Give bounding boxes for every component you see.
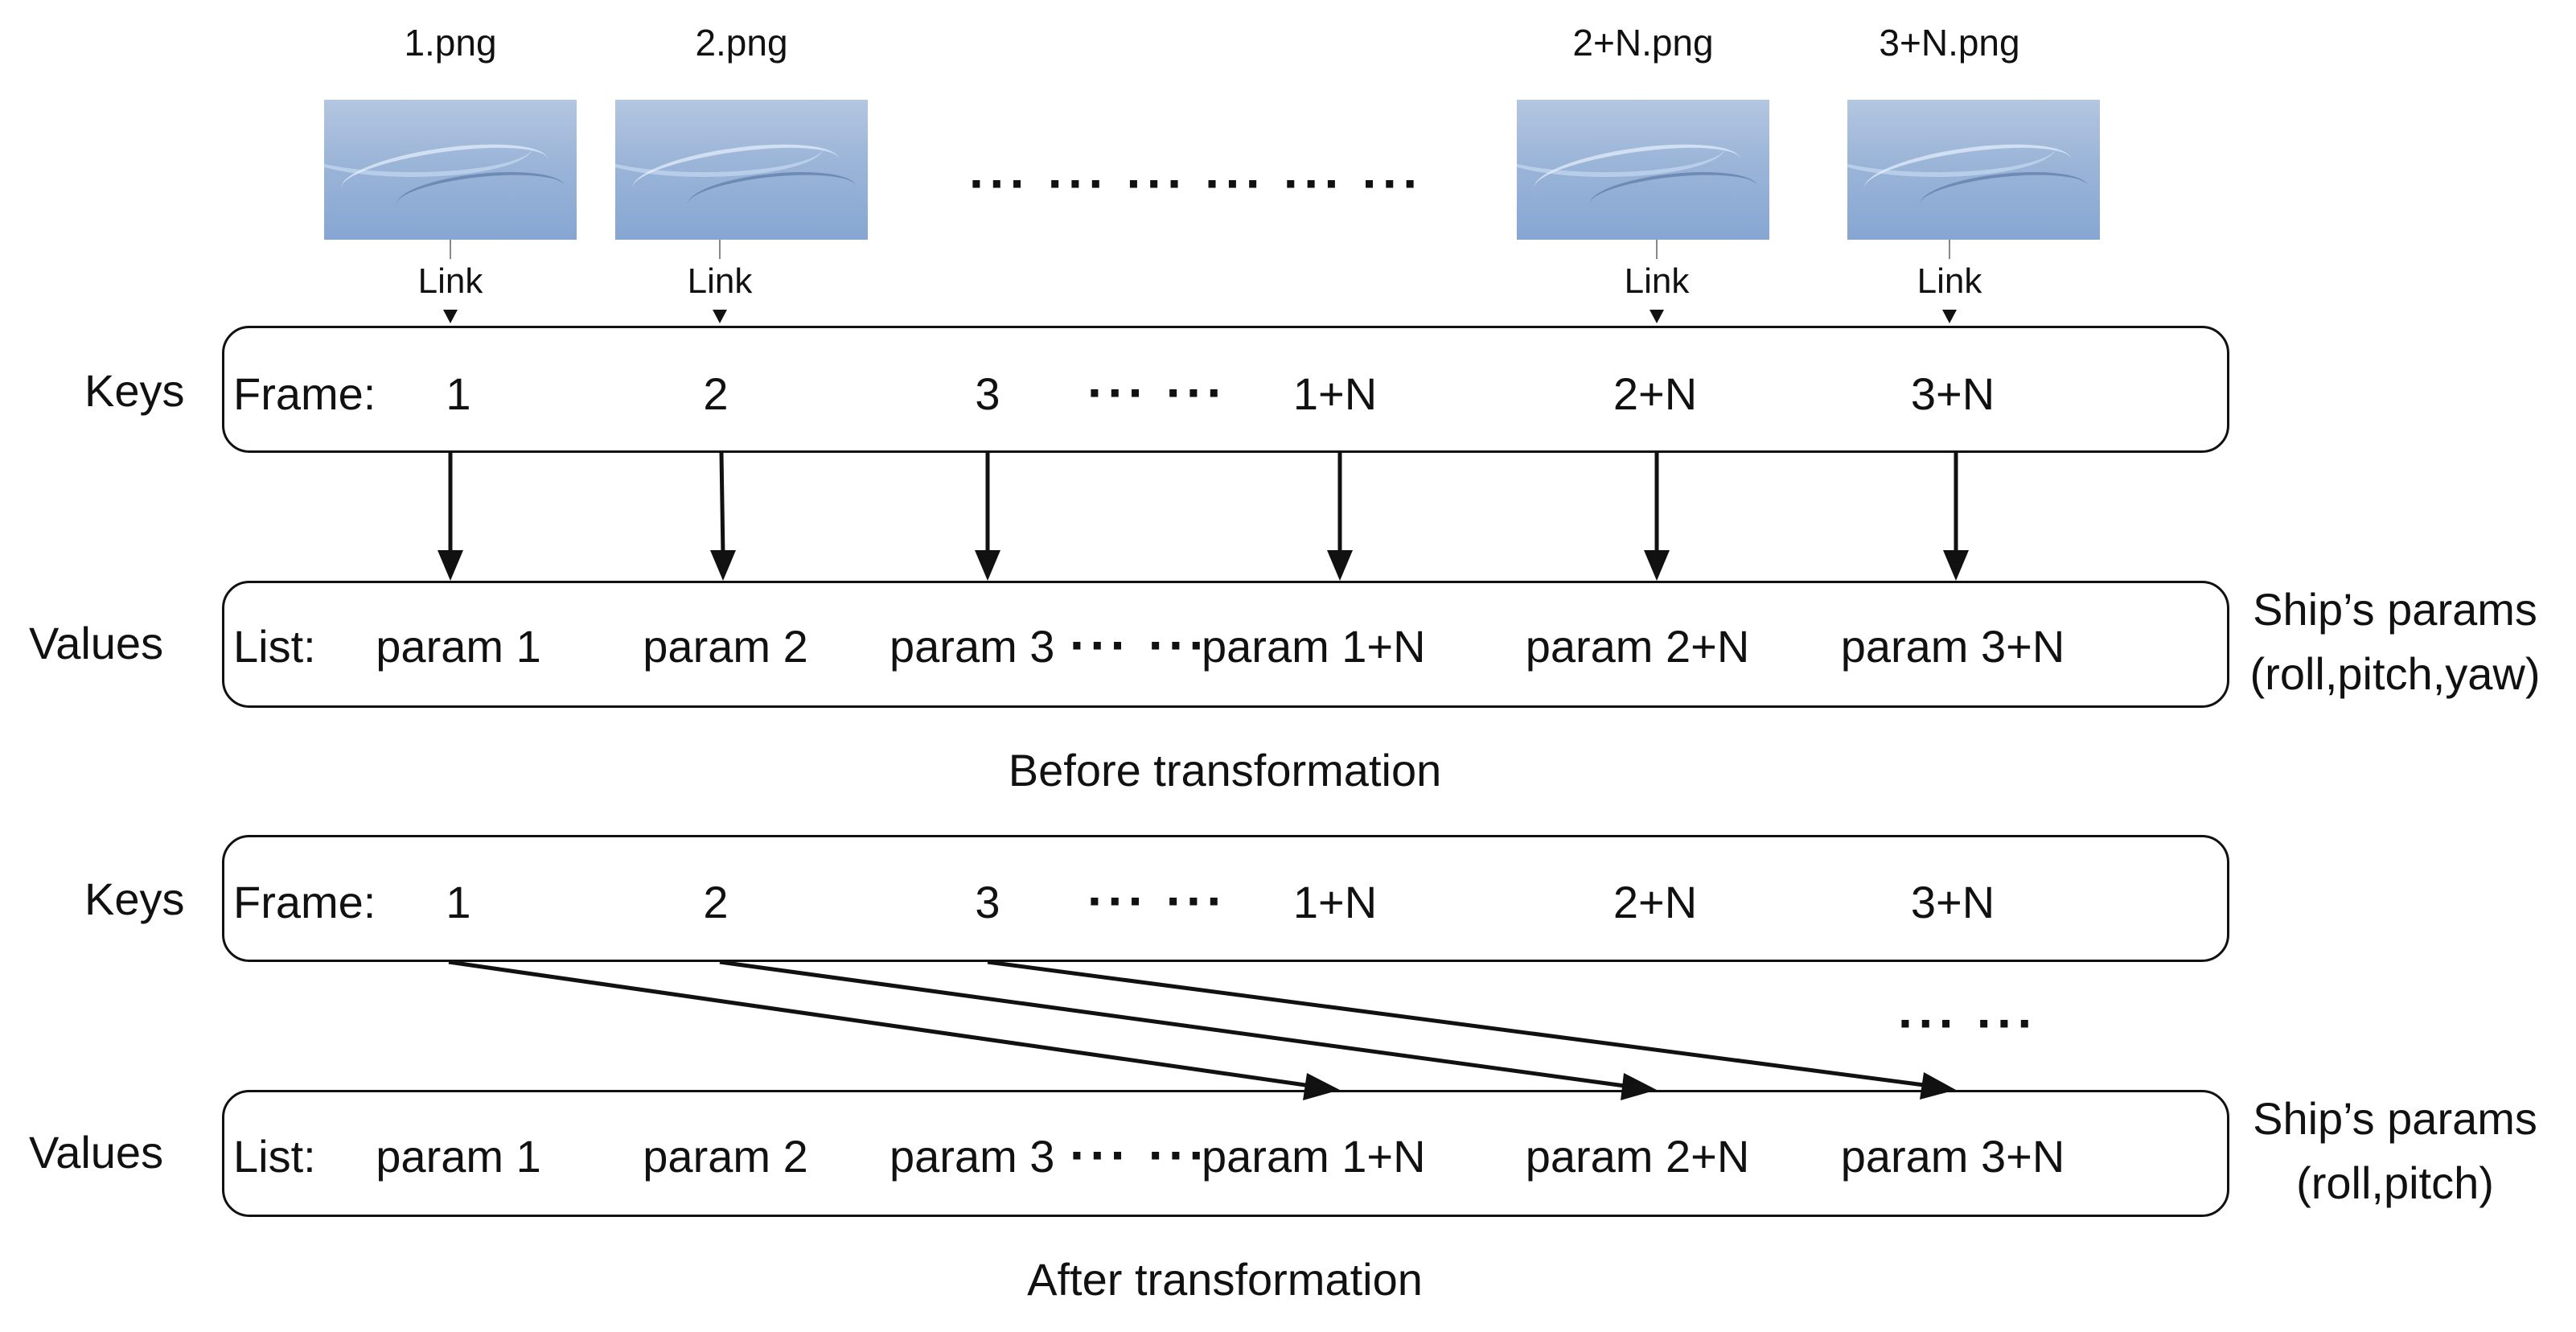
after-frame-ellipsis: ··· ··· <box>1087 872 1227 930</box>
before-keys-box <box>222 326 2229 453</box>
before-param-2: param 2 <box>643 621 808 672</box>
before-frame-1: 1 <box>446 368 471 419</box>
after-param-1n: param 1+N <box>1202 1131 1426 1182</box>
image-filename-2: 2.png <box>695 22 788 64</box>
thumbnail-link-lines <box>450 240 1950 259</box>
after-param-2: param 2 <box>643 1131 808 1182</box>
after-frame-3: 3 <box>975 877 1000 927</box>
link-arrowheads <box>443 310 1957 323</box>
before-ships-params-title: Ship’s params <box>2253 584 2537 635</box>
after-frame-prefix: Frame: <box>233 877 376 927</box>
sea-image-thumbnail-2n <box>1517 100 1769 240</box>
before-frame-3: 3 <box>975 368 1000 419</box>
sea-image-thumbnail-2 <box>615 100 868 240</box>
before-arrowhead-2n <box>1644 550 1670 581</box>
before-param-ellipsis: ··· ··· <box>1070 616 1210 674</box>
after-param-2n: param 2+N <box>1525 1131 1750 1182</box>
after-arrow-2-to-2n <box>719 960 1625 1088</box>
after-arrow-ellipsis: ··· ··· <box>1898 994 2038 1052</box>
after-caption: After transformation <box>1027 1254 1423 1305</box>
before-param-1n: param 1+N <box>1202 621 1426 672</box>
link-label-2: Link <box>687 261 753 301</box>
before-arrowhead-1 <box>438 550 463 581</box>
link-arrowhead-2 <box>713 310 727 323</box>
before-mapping-arrows <box>448 452 1958 556</box>
link-arrowhead-1 <box>443 310 458 323</box>
before-arrow-2 <box>719 452 725 556</box>
before-values-box <box>222 581 2229 708</box>
link-label-3n: Link <box>1917 261 1982 301</box>
after-keys-label: Keys <box>84 874 185 924</box>
after-values-label: Values <box>29 1127 164 1178</box>
before-keys-label: Keys <box>84 365 185 416</box>
before-arrowhead-3 <box>975 550 1000 581</box>
after-arrow-3-to-3n <box>987 960 1931 1088</box>
link-label-2n: Link <box>1624 261 1690 301</box>
after-param-3n: param 3+N <box>1840 1131 2065 1182</box>
image-filename-3n: 3+N.png <box>1879 22 2020 64</box>
after-frame-1n: 1+N <box>1292 877 1378 927</box>
before-ships-params-fields: (roll,pitch,yaw) <box>2249 648 2541 699</box>
after-arrow-1-to-1n <box>448 960 1312 1088</box>
before-values-label: Values <box>29 618 164 668</box>
before-arrowhead-3n <box>1943 550 1969 581</box>
image-ellipsis: ··· ··· ··· ··· ··· ··· <box>969 154 1424 212</box>
link-label-1: Link <box>417 261 483 301</box>
after-ships-params-fields: (roll,pitch) <box>2296 1157 2494 1208</box>
before-param-3n: param 3+N <box>1840 621 2065 672</box>
before-param-3: param 3 <box>889 621 1055 672</box>
after-frame-3n: 3+N <box>1910 877 1995 927</box>
before-frame-2: 2 <box>703 368 729 419</box>
before-param-1: param 1 <box>376 621 541 672</box>
link-arrowhead-2n <box>1650 310 1664 323</box>
before-arrowhead-1n <box>1327 550 1353 581</box>
after-param-3: param 3 <box>889 1131 1055 1182</box>
before-list-prefix: List: <box>233 621 316 672</box>
after-values-box <box>222 1090 2229 1217</box>
link-arrowhead-3n <box>1942 310 1957 323</box>
before-param-2n: param 2+N <box>1525 621 1750 672</box>
before-frame-1n: 1+N <box>1292 368 1378 419</box>
after-ships-params-title: Ship’s params <box>2253 1093 2537 1144</box>
before-mapping-arrowheads <box>438 550 1969 581</box>
before-caption: Before transformation <box>1008 745 1442 796</box>
before-arrowhead-2 <box>710 550 736 581</box>
sea-image-thumbnail-3n <box>1847 100 2100 240</box>
after-param-ellipsis: ··· ··· <box>1070 1126 1210 1184</box>
before-frame-prefix: Frame: <box>233 368 376 419</box>
image-filename-1: 1.png <box>404 22 497 64</box>
after-mapping-arrows <box>448 960 1931 1088</box>
after-frame-1: 1 <box>446 877 471 927</box>
after-frame-2: 2 <box>703 877 729 927</box>
before-frame-ellipsis: ··· ··· <box>1087 364 1227 421</box>
after-frame-2n: 2+N <box>1613 877 1698 927</box>
sea-image-thumbnail-1 <box>324 100 577 240</box>
after-list-prefix: List: <box>233 1131 316 1182</box>
image-filename-2n: 2+N.png <box>1572 22 1714 64</box>
after-param-1: param 1 <box>376 1131 541 1182</box>
before-frame-3n: 3+N <box>1910 368 1995 419</box>
before-frame-2n: 2+N <box>1613 368 1698 419</box>
